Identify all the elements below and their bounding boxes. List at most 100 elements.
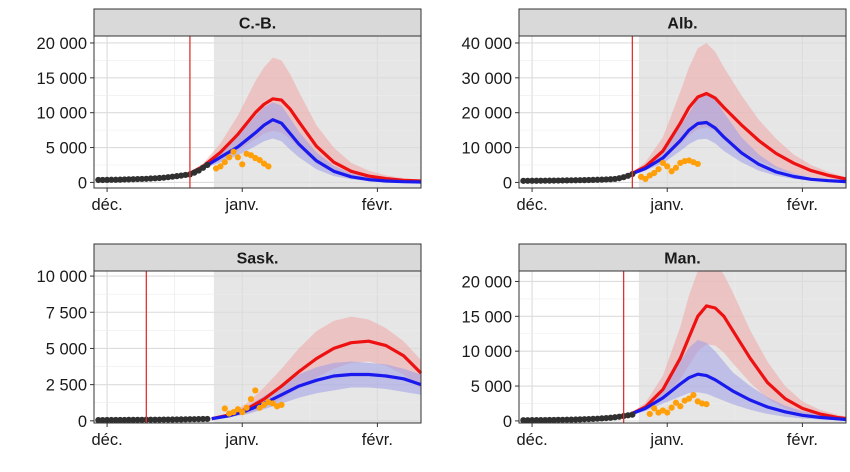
recent-point	[265, 163, 272, 170]
recent-point	[703, 401, 710, 408]
observed-point	[594, 176, 601, 183]
x-tick-label: janv.	[224, 196, 259, 214]
recent-points	[646, 392, 710, 418]
observed-point	[199, 415, 207, 423]
recent-points	[212, 148, 272, 172]
observed-point	[555, 177, 562, 184]
observed-point	[520, 417, 527, 424]
red-projection-line	[184, 97, 422, 183]
observed-point	[204, 161, 211, 169]
observed-point	[590, 415, 597, 422]
recent-point	[672, 399, 680, 406]
panel: Sask. 0 2 500 5 000 7 500 10 000 déc. janv. févr…	[37, 243, 423, 449]
observed-point	[99, 417, 106, 424]
observed-point	[130, 416, 137, 423]
x-tick-label: févr.	[362, 196, 393, 214]
panel-title: Man.	[664, 251, 700, 268]
y-tick-label: 0	[503, 174, 512, 192]
y-tick-label: 0	[78, 174, 87, 192]
recent-point	[239, 409, 246, 416]
strip-background	[518, 8, 847, 37]
observed-point	[160, 416, 167, 423]
y-tick-label: 5 000	[46, 140, 87, 158]
observed-point	[125, 176, 132, 183]
y-tick-label: 0	[78, 413, 87, 431]
observed-point	[178, 416, 185, 423]
strip-background	[93, 243, 422, 272]
recent-point	[664, 163, 671, 170]
y-tick-label: 40 000	[462, 35, 512, 53]
observed-point	[520, 177, 527, 184]
observed-point	[585, 415, 592, 423]
recent-point	[668, 404, 675, 411]
observed-point	[581, 177, 588, 184]
observed-point	[169, 416, 176, 423]
observed-point	[581, 416, 588, 423]
observed-point	[537, 416, 544, 424]
recent-point	[239, 161, 246, 168]
recent-point	[672, 164, 680, 171]
observed-point	[195, 415, 202, 423]
blue-projection-line	[627, 120, 847, 184]
observed-points	[95, 161, 211, 184]
recent-point	[651, 405, 658, 412]
red-uncertainty-band	[628, 43, 846, 182]
recent-point	[226, 154, 233, 161]
y-tick-label: 7 500	[46, 304, 87, 322]
x-tick-label: févr.	[362, 431, 393, 449]
observed-point	[191, 416, 198, 423]
observed-point	[125, 416, 132, 423]
observed-point	[537, 177, 544, 184]
observed-point	[182, 416, 189, 423]
observed-point	[134, 175, 141, 183]
observed-point	[572, 416, 579, 423]
x-tick-label: févr.	[787, 196, 818, 214]
panel-title: C.-B.	[239, 16, 276, 33]
observed-point	[112, 416, 119, 424]
observed-point	[165, 416, 172, 423]
observed-point	[138, 416, 146, 423]
observed-point	[151, 416, 159, 423]
recent-point	[668, 168, 675, 175]
observed-point	[204, 415, 211, 423]
observed-point	[568, 177, 575, 184]
observed-point	[555, 416, 562, 423]
recent-point	[221, 159, 228, 166]
y-tick-label: 15 000	[462, 308, 512, 326]
strip-background	[518, 243, 847, 272]
observed-point	[528, 417, 536, 424]
x-tick-label: déc.	[91, 196, 122, 214]
x-tick-label: déc.	[516, 196, 547, 214]
recent-point	[247, 396, 255, 403]
observed-point	[546, 177, 553, 184]
y-tick-label: 30 000	[462, 70, 512, 88]
x-tick-label: févr.	[787, 431, 818, 449]
panel: C.-B. 0 5 000 10 000 15 000 20 000 déc. janv. fé…	[37, 8, 422, 214]
observed-point	[542, 416, 549, 424]
recent-point	[256, 404, 263, 411]
observed-point	[95, 417, 102, 424]
observed-point	[112, 176, 119, 183]
observed-points	[520, 411, 636, 424]
recent-point	[234, 406, 241, 413]
y-tick-label: 5 000	[471, 378, 512, 396]
y-tick-label: 10 000	[37, 268, 87, 286]
recent-point	[642, 175, 649, 183]
recent-point	[690, 392, 697, 399]
y-tick-label: 15 000	[37, 70, 87, 88]
observed-point	[528, 177, 536, 184]
observed-point	[121, 176, 128, 183]
observed-point	[117, 176, 124, 183]
observed-point	[147, 416, 154, 423]
recent-point	[278, 401, 285, 409]
recent-point	[685, 395, 693, 402]
observed-point	[559, 416, 566, 423]
recent-point	[269, 400, 276, 407]
y-tick-label: 5 000	[46, 340, 87, 358]
observed-point	[524, 177, 531, 184]
observed-point	[134, 416, 141, 423]
observed-point	[550, 416, 557, 424]
blue-uncertainty-band	[185, 102, 421, 183]
recent-point	[655, 166, 662, 173]
observed-point	[576, 177, 584, 184]
